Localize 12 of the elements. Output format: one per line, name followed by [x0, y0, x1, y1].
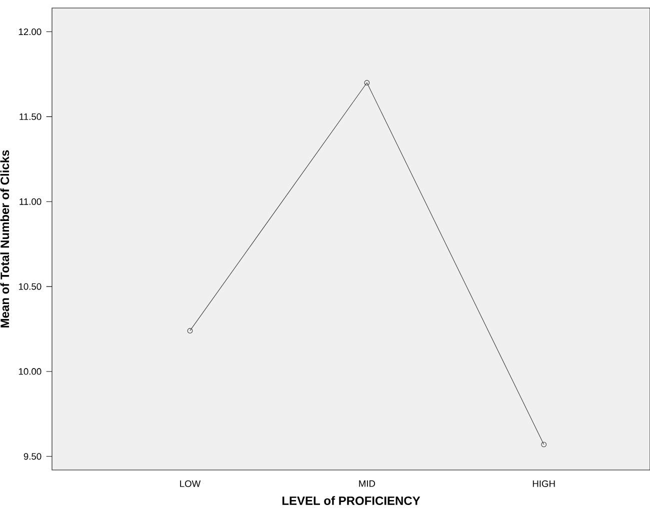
point [364, 80, 370, 86]
x-tick-label: MID [359, 480, 376, 487]
x-tick-label: LOW [180, 480, 201, 487]
y-tick-label: 12.00 [18, 28, 42, 36]
y-tick-label: 10.50 [18, 283, 42, 290]
y-tick-label: 10.00 [18, 368, 42, 375]
y-tick-label: 11.50 [20, 113, 42, 120]
x-tick-label: HIGH [532, 480, 555, 487]
x-axis-title: LEVEL of PROFICIENCY [282, 496, 420, 505]
y-tick-label: 11.00 [20, 198, 42, 205]
y-axis-title: Mean of Total Number of Clicks [0, 150, 10, 328]
y-tick-label: 9.50 [24, 453, 42, 460]
